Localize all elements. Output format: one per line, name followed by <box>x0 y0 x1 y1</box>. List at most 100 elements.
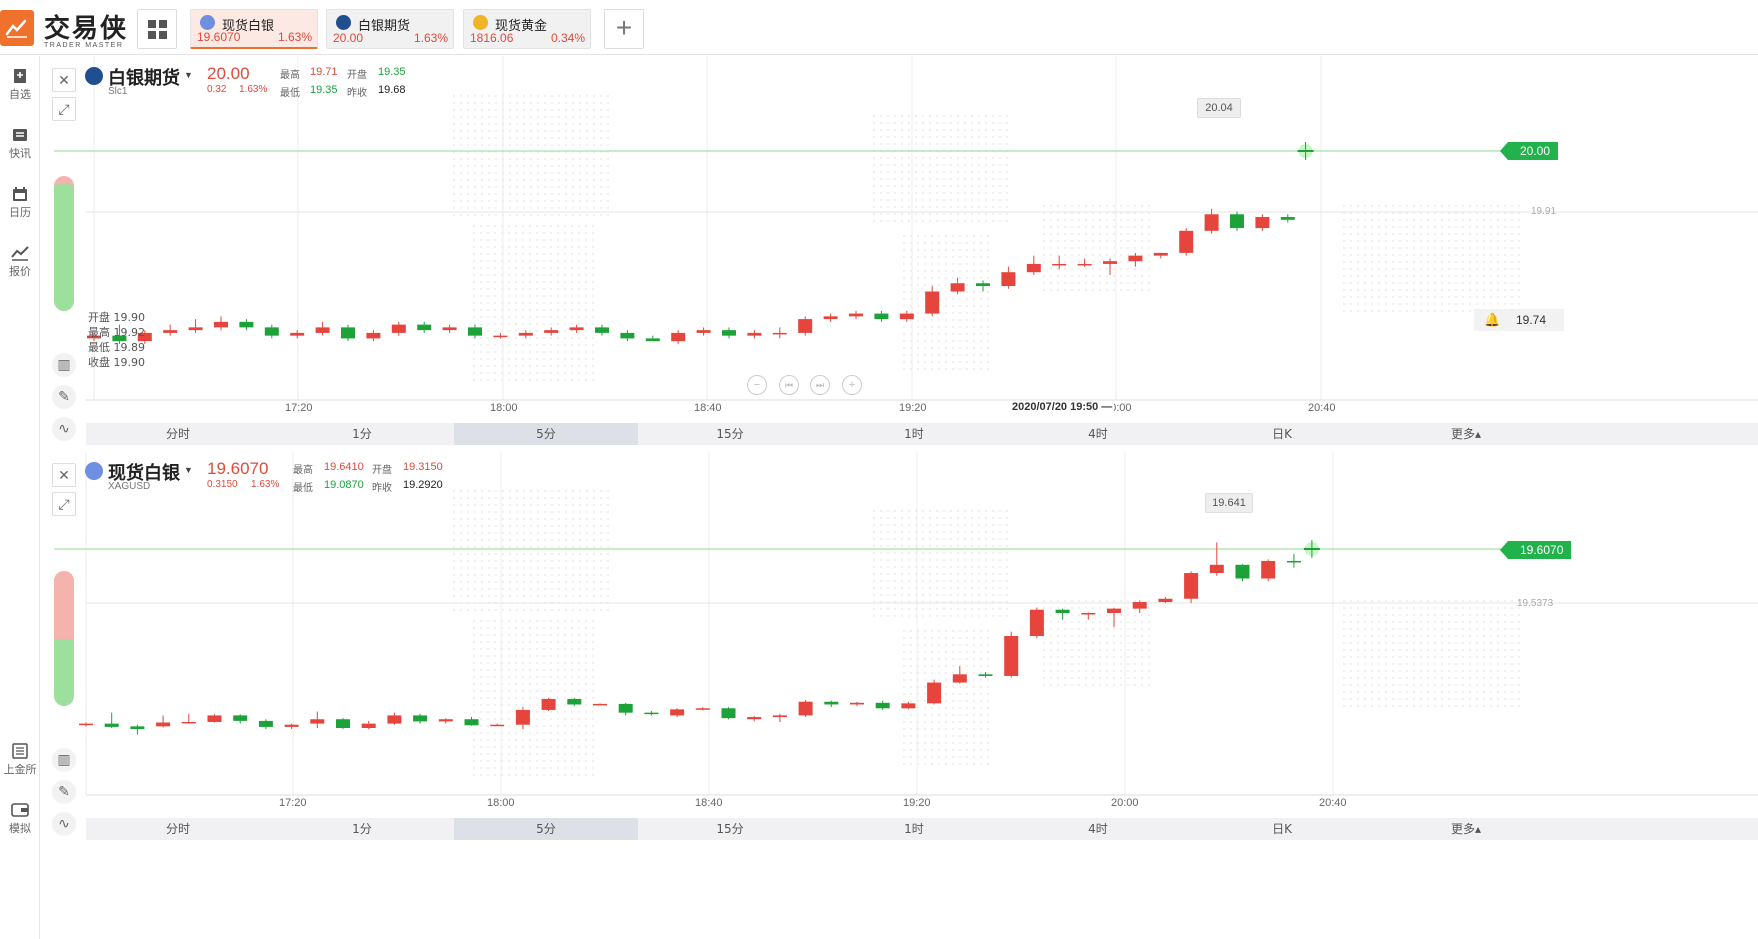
timeframe-tab-active[interactable]: 5分 <box>454 423 638 445</box>
line-chart-button[interactable]: ∿ <box>52 812 76 836</box>
scroll-start-button[interactable]: ⏮ <box>779 375 799 395</box>
candlestick[interactable] <box>620 330 635 342</box>
candlestick[interactable] <box>188 319 203 333</box>
candlestick[interactable] <box>181 713 196 724</box>
expand-chart-button[interactable]: ⤢ <box>52 492 76 516</box>
candlestick[interactable] <box>849 310 863 320</box>
more-timeframes-button[interactable]: 更多▴ <box>1450 427 1482 441</box>
candlestick[interactable] <box>112 324 127 344</box>
candlestick[interactable] <box>1158 597 1173 604</box>
candlestick[interactable] <box>1026 255 1041 275</box>
sidebar-item-watchlist[interactable]: 自选 <box>0 68 40 102</box>
candlestick[interactable] <box>264 324 279 339</box>
candlestick[interactable] <box>1209 542 1224 576</box>
candlestick[interactable] <box>1255 214 1270 231</box>
candlestick[interactable] <box>670 708 685 718</box>
sidebar-item-exchange[interactable]: 上金所 <box>0 743 40 777</box>
timeframe-tab[interactable]: 4时 <box>1088 822 1108 836</box>
candlestick[interactable] <box>1132 600 1147 613</box>
scroll-end-button[interactable]: ⏭ <box>810 375 830 395</box>
close-chart-button[interactable]: ✕ <box>52 463 76 487</box>
layout-grid-button[interactable] <box>137 9 177 49</box>
candlestick[interactable] <box>569 324 584 333</box>
candlestick[interactable] <box>747 330 762 339</box>
tab-silver-futures[interactable]: 白银期货 20.00 1.63% <box>326 9 454 49</box>
sidebar-item-simulation[interactable]: 模拟 <box>0 802 40 836</box>
candlestick[interactable] <box>875 700 890 710</box>
candlestick[interactable] <box>722 327 736 339</box>
candlestick[interactable] <box>1261 559 1276 582</box>
candlestick[interactable] <box>1153 252 1168 259</box>
price-alert[interactable]: 🔔 19.74 <box>1474 309 1564 331</box>
candlestick[interactable] <box>952 666 967 684</box>
sidebar-item-calendar[interactable]: 日历 <box>0 186 40 220</box>
expand-chart-button[interactable]: ⤢ <box>52 97 76 121</box>
candlestick[interactable] <box>214 316 228 331</box>
candlestick[interactable] <box>79 722 93 727</box>
add-tab-button[interactable]: + <box>604 9 644 49</box>
candlestick[interactable] <box>417 321 432 333</box>
line-chart-button[interactable]: ∿ <box>52 417 76 441</box>
candlestick[interactable] <box>899 310 914 322</box>
candlestick[interactable] <box>925 286 940 317</box>
candlestick[interactable] <box>901 701 916 710</box>
candlestick[interactable] <box>284 723 299 730</box>
candlestick[interactable] <box>387 712 402 725</box>
candlestick[interactable] <box>1001 266 1016 289</box>
candlestick[interactable] <box>593 703 607 706</box>
sidebar-item-news[interactable]: 快讯 <box>0 127 40 161</box>
candlestick[interactable] <box>361 720 376 730</box>
candlestick[interactable] <box>87 332 101 342</box>
candlestick[interactable] <box>772 327 787 339</box>
candlestick[interactable] <box>391 321 406 336</box>
timeframe-tab[interactable]: 分时 <box>165 427 190 441</box>
candlestick[interactable] <box>1081 612 1096 620</box>
timeframe-tab[interactable]: 1分 <box>352 822 372 836</box>
candlestick[interactable] <box>341 324 355 342</box>
candlestick[interactable] <box>772 713 787 722</box>
candlestick[interactable] <box>239 319 254 331</box>
candlestick[interactable] <box>518 330 533 339</box>
timeframe-tab[interactable]: 日K <box>1272 427 1292 441</box>
candlestick[interactable] <box>950 277 965 295</box>
candlestick[interactable] <box>644 711 659 716</box>
timeframe-tab[interactable]: 15分 <box>716 427 744 441</box>
candlestick[interactable] <box>927 679 942 705</box>
more-timeframes-button[interactable]: 更多▴ <box>1450 822 1482 836</box>
candlestick[interactable] <box>315 321 330 336</box>
candlestick[interactable] <box>1029 607 1044 639</box>
candlestick[interactable] <box>747 715 762 722</box>
candlestick[interactable] <box>1179 228 1194 256</box>
draw-tool-button[interactable]: ✎ <box>52 780 76 804</box>
candlestick-chart[interactable] <box>44 451 1758 817</box>
timeframe-tab[interactable]: 日K <box>1272 822 1292 836</box>
chevron-down-icon[interactable]: ▼ <box>184 70 193 80</box>
symbol-name[interactable]: 白银期货 <box>108 68 180 89</box>
timeframe-tab[interactable]: 15分 <box>716 822 744 836</box>
candlestick[interactable] <box>442 324 457 333</box>
indicator-button[interactable]: ▥ <box>52 748 76 772</box>
tab-gold-spot[interactable]: 现货黄金 1816.06 0.34% <box>463 9 591 49</box>
candlestick[interactable] <box>1230 211 1244 231</box>
candlestick[interactable] <box>976 280 990 292</box>
candlestick[interactable] <box>1286 553 1301 568</box>
candlestick[interactable] <box>824 700 839 708</box>
candlestick[interactable] <box>156 715 171 728</box>
candlestick[interactable] <box>1128 252 1143 267</box>
candlestick[interactable] <box>258 719 273 730</box>
zoom-out-button[interactable]: − <box>747 375 767 395</box>
candlestick[interactable] <box>1004 631 1019 678</box>
candlestick[interactable] <box>798 700 813 718</box>
tab-silver-spot[interactable]: 现货白银 19.6070 1.63% <box>190 9 318 49</box>
candlestick[interactable] <box>671 330 686 344</box>
candlestick[interactable] <box>490 723 505 727</box>
candlestick[interactable] <box>233 714 248 724</box>
timeframe-tab-active[interactable]: 5分 <box>454 818 638 840</box>
candlestick[interactable] <box>413 713 428 724</box>
candlestick[interactable] <box>823 313 838 322</box>
timeframe-tab[interactable]: 1时 <box>904 822 924 836</box>
candlestick[interactable] <box>618 702 633 716</box>
candlestick[interactable] <box>130 724 145 735</box>
candlestick[interactable] <box>464 717 479 726</box>
candlestick[interactable] <box>595 324 609 336</box>
